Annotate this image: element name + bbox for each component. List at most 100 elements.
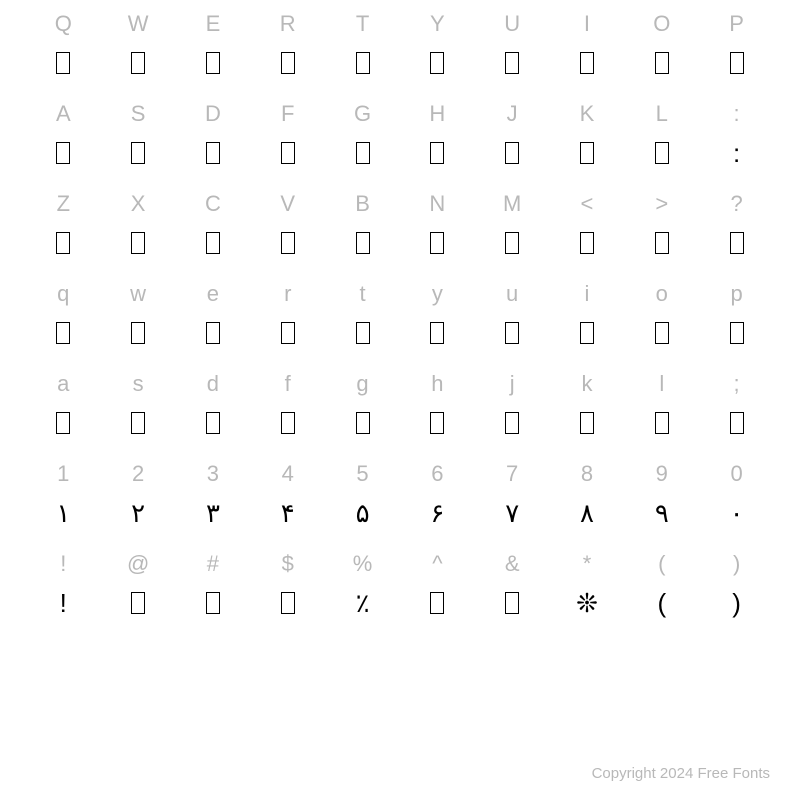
char-glyph — [30, 228, 97, 258]
row-pair: ZXCVBNM<>? — [30, 190, 770, 258]
char-label: J — [479, 100, 546, 128]
notdef-box — [580, 52, 594, 74]
notdef-box — [56, 142, 70, 164]
char-glyph — [703, 318, 770, 348]
notdef-box — [206, 142, 220, 164]
notdef-box — [131, 52, 145, 74]
notdef-box — [356, 52, 370, 74]
notdef-box — [131, 232, 145, 254]
char-glyph — [703, 408, 770, 438]
notdef-box — [430, 52, 444, 74]
notdef-box — [356, 322, 370, 344]
char-glyph — [479, 408, 546, 438]
char-label: k — [554, 370, 621, 398]
char-glyph — [254, 318, 321, 348]
notdef-box — [505, 52, 519, 74]
char-glyph: ٪ — [329, 588, 396, 618]
char-glyph: ۸ — [554, 498, 621, 528]
row-pair: asdfghjkl; — [30, 370, 770, 438]
char-glyph — [404, 138, 471, 168]
char-glyph — [404, 408, 471, 438]
char-glyph — [629, 138, 696, 168]
char-label: q — [30, 280, 97, 308]
char-label: C — [180, 190, 247, 218]
label-row: qwertyuiop — [30, 280, 770, 308]
char-glyph — [105, 48, 172, 78]
char-label: 7 — [479, 460, 546, 488]
char-label: a — [30, 370, 97, 398]
char-glyph: ۰ — [703, 498, 770, 528]
char-glyph — [254, 588, 321, 618]
notdef-box — [56, 232, 70, 254]
char-label: P — [703, 10, 770, 38]
char-label: g — [329, 370, 396, 398]
char-label: u — [479, 280, 546, 308]
char-glyph — [329, 48, 396, 78]
char-glyph — [629, 48, 696, 78]
char-glyph: ۴ — [254, 498, 321, 528]
char-glyph: ۶ — [404, 498, 471, 528]
char-glyph — [180, 48, 247, 78]
char-label: < — [554, 190, 621, 218]
char-glyph — [329, 318, 396, 348]
label-row: asdfghjkl; — [30, 370, 770, 398]
notdef-box — [206, 592, 220, 614]
char-label: 3 — [180, 460, 247, 488]
notdef-box — [655, 322, 669, 344]
row-pair: QWERTYUIOP — [30, 10, 770, 78]
char-label: K — [554, 100, 621, 128]
notdef-box — [430, 322, 444, 344]
notdef-box — [505, 142, 519, 164]
notdef-box — [430, 232, 444, 254]
glyph-row — [30, 48, 770, 78]
notdef-box — [131, 412, 145, 434]
notdef-box — [206, 52, 220, 74]
char-glyph: ۵ — [329, 498, 396, 528]
char-label: h — [404, 370, 471, 398]
copyright-footer: Copyright 2024 Free Fonts — [592, 765, 770, 782]
char-label: e — [180, 280, 247, 308]
notdef-box — [281, 52, 295, 74]
label-row: ASDFGHJKL: — [30, 100, 770, 128]
char-glyph — [629, 408, 696, 438]
char-glyph: ❊ — [554, 588, 621, 618]
notdef-box — [730, 412, 744, 434]
char-label: I — [554, 10, 621, 38]
char-label: l — [629, 370, 696, 398]
char-label: o — [629, 280, 696, 308]
char-label: D — [180, 100, 247, 128]
char-glyph — [479, 318, 546, 348]
char-glyph — [404, 318, 471, 348]
char-label: 5 — [329, 460, 396, 488]
char-glyph: ۲ — [105, 498, 172, 528]
char-label: 8 — [554, 460, 621, 488]
notdef-box — [356, 412, 370, 434]
glyph-row — [30, 408, 770, 438]
char-label: @ — [105, 550, 172, 578]
char-label: * — [554, 550, 621, 578]
char-glyph: ۹ — [629, 498, 696, 528]
char-label: O — [629, 10, 696, 38]
notdef-box — [505, 232, 519, 254]
label-row: !@#$%^&*() — [30, 550, 770, 578]
char-label: S — [105, 100, 172, 128]
notdef-box — [655, 232, 669, 254]
char-glyph — [105, 138, 172, 168]
char-glyph — [30, 408, 97, 438]
char-glyph — [254, 408, 321, 438]
row-pair: !@#$%^&*()!٪❊() — [30, 550, 770, 618]
notdef-box — [655, 142, 669, 164]
char-label: M — [479, 190, 546, 218]
char-label: ? — [703, 190, 770, 218]
char-label: A — [30, 100, 97, 128]
char-glyph — [404, 228, 471, 258]
char-label: ^ — [404, 550, 471, 578]
notdef-box — [281, 232, 295, 254]
char-glyph — [479, 138, 546, 168]
char-glyph — [30, 318, 97, 348]
notdef-box — [580, 322, 594, 344]
notdef-box — [430, 592, 444, 614]
char-label: 1 — [30, 460, 97, 488]
char-glyph — [329, 138, 396, 168]
char-label: y — [404, 280, 471, 308]
